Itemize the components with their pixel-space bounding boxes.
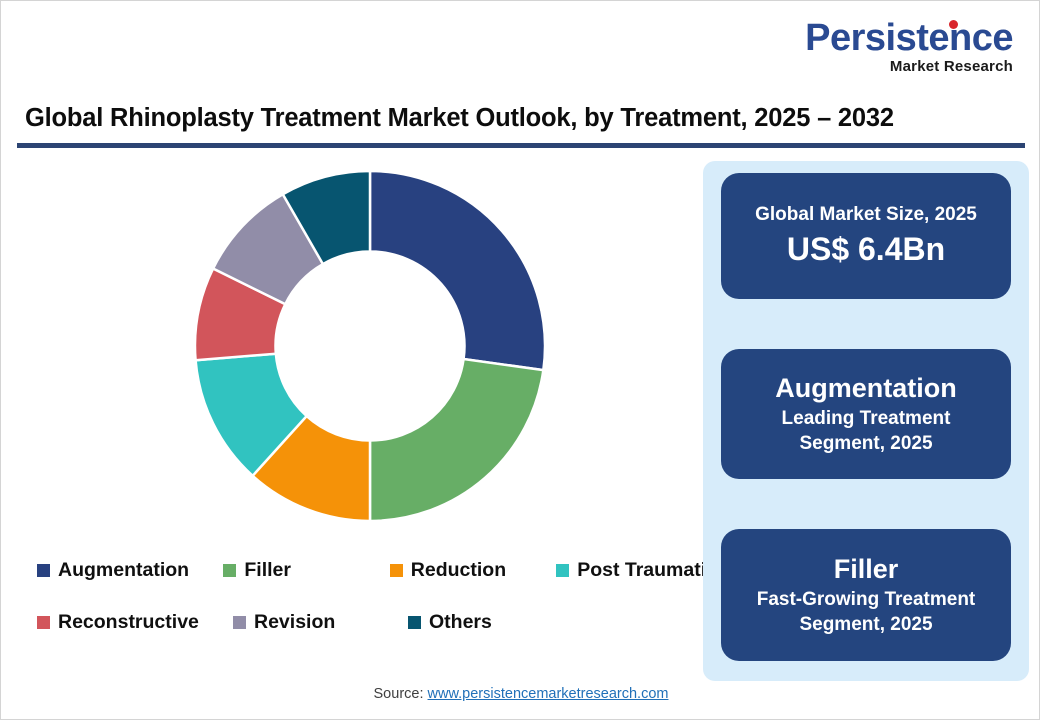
source-prefix: Source: [373,686,424,702]
card-global-market-size: Global Market Size, 2025 US$ 6.4Bn [721,173,1011,299]
brand-logo: Persistence Market Research [805,19,1013,74]
legend-label-augmentation: Augmentation [58,558,190,581]
legend-label-reconstructive: Reconstructive [58,610,199,633]
donut-slice-others[interactable] [281,169,372,266]
legend-item-revision[interactable]: Revision [233,611,408,634]
fastest-segment-subtitle-line2: Segment, 2025 [799,613,933,635]
source-link[interactable]: www.persistencemarketresearch.com [427,686,669,702]
legend-swatch-post-traumatic [556,563,570,577]
legend-swatch-others [408,615,421,629]
leading-segment-subtitle-line1: Leading Treatment [781,408,951,430]
legend-item-others[interactable]: Others [408,611,492,634]
market-size-value: US$ 6.4Bn [786,230,946,267]
title-divider [17,143,1025,148]
legend-row-1: Augmentation Filler Reduction Post Traum… [37,553,717,587]
legend-swatch-filler [223,563,237,577]
legend-label-post-traumatic: Post Traumatic [577,558,717,581]
legend-label-others: Others [429,610,492,633]
legend-label-filler: Filler [244,558,291,581]
legend-row-2: Reconstructive Revision Others [37,605,717,639]
legend-item-reconstructive[interactable]: Reconstructive [37,611,233,634]
card-leading-segment: Augmentation Leading Treatment Segment, … [721,349,1011,479]
legend-swatch-reconstructive [37,615,50,629]
legend-item-reduction[interactable]: Reduction [389,558,556,582]
chart-legend: Augmentation Filler Reduction Post Traum… [37,553,717,639]
brand-name-text: Persistence [805,17,1013,59]
legend-swatch-augmentation [37,563,50,577]
brand-name: Persistence [805,19,1013,57]
legend-label-reduction: Reduction [410,558,507,581]
legend-item-filler[interactable]: Filler [223,559,389,582]
donut-chart-svg [193,169,547,523]
donut-slice-group [193,169,547,523]
page-title: Global Rhinoplasty Treatment Market Outl… [25,104,894,132]
brand-tagline: Market Research [889,58,1013,75]
legend-swatch-reduction [389,563,403,577]
legend-label-revision: Revision [254,610,336,633]
fastest-segment-subtitle-line1: Fast-Growing Treatment [756,589,976,611]
source-footer: Source: www.persistencemarketresearch.co… [1,686,1039,702]
card-fastest-growing-segment: Filler Fast-Growing Treatment Segment, 2… [721,529,1011,661]
donut-slice-filler[interactable] [368,357,545,523]
market-size-label: Global Market Size, 2025 [755,204,977,226]
leading-segment-subtitle-line2: Segment, 2025 [799,432,933,454]
legend-item-post-traumatic[interactable]: Post Traumatic [556,559,717,582]
donut-chart [193,169,547,523]
highlights-panel: Global Market Size, 2025 US$ 6.4Bn Augme… [703,161,1029,681]
leading-segment-title: Augmentation [775,372,957,403]
legend-swatch-revision [233,615,246,629]
donut-slice-augmentation[interactable] [368,169,547,372]
legend-item-augmentation[interactable]: Augmentation [37,559,223,582]
fastest-segment-title: Filler [833,553,899,584]
brand-dot-icon [949,20,959,29]
